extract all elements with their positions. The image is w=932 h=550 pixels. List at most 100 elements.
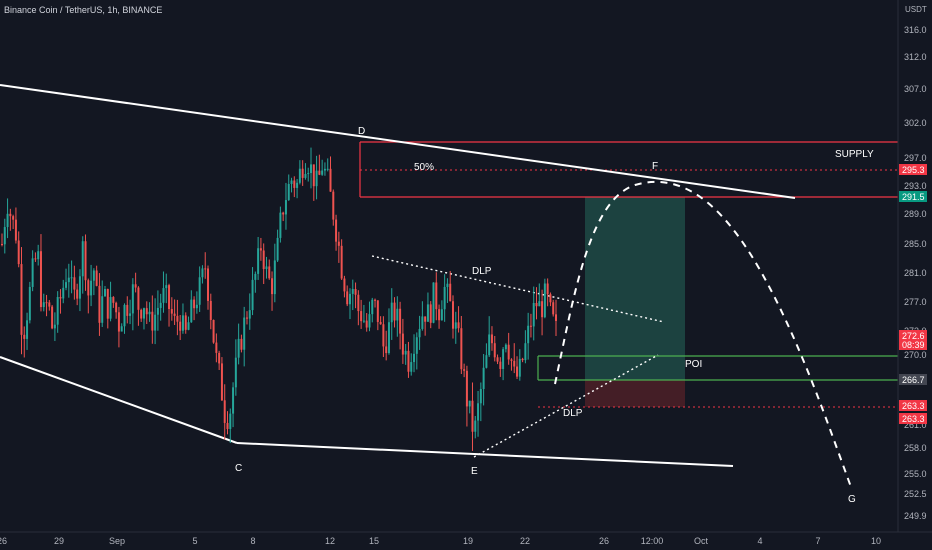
candle-body	[482, 367, 485, 390]
candle-body	[304, 173, 307, 178]
time-axis[interactable]: 26 29 Sep 5 8 12 15 19 22 26 12:00 Oct 4 7 10	[0, 531, 932, 546]
candle-body	[446, 283, 449, 287]
time-tick-label: 7	[815, 536, 820, 546]
time-tick-label: 5	[192, 536, 197, 546]
candle-body	[354, 288, 357, 295]
price-tick-label: 261.0	[904, 420, 927, 430]
candle-body	[123, 304, 126, 327]
candle-body	[42, 302, 45, 308]
time-tick-label: 26	[599, 536, 609, 546]
candle-body	[170, 309, 173, 314]
candle-body	[254, 273, 257, 280]
candle-body	[541, 301, 544, 318]
candlestick-series	[1, 147, 557, 451]
candle-body	[104, 289, 107, 297]
candle-body	[287, 183, 290, 201]
label-f: F	[652, 161, 658, 172]
candle-body	[521, 358, 524, 361]
candle-body	[187, 322, 190, 330]
candle-body	[410, 362, 413, 372]
wedge-bottom-line	[0, 356, 238, 444]
candle-body	[529, 325, 532, 327]
candle-body	[131, 284, 134, 314]
label-c: C	[235, 463, 242, 474]
wedge-base-line	[236, 442, 734, 467]
price-tag	[899, 191, 927, 202]
candle-body	[9, 213, 12, 217]
candle-body	[451, 301, 454, 329]
candle-body	[549, 294, 552, 303]
candle-body	[129, 313, 132, 316]
candle-body	[26, 320, 29, 339]
time-tick-label: 29	[54, 536, 64, 546]
candle-body	[215, 342, 218, 353]
candle-body	[34, 258, 37, 260]
time-tick-label: Sep	[109, 536, 125, 546]
candle-body	[496, 357, 499, 362]
candle-body	[346, 291, 349, 305]
candle-body	[440, 309, 443, 321]
label-poi: POI	[685, 359, 702, 370]
label-d: D	[358, 126, 365, 137]
candle-body	[271, 278, 274, 295]
candle-body	[351, 288, 354, 294]
candle-body	[204, 268, 207, 270]
candle-body	[70, 277, 73, 279]
candle-body	[298, 168, 301, 183]
candle-body	[95, 270, 98, 286]
stop-zone	[585, 380, 685, 407]
candle-body	[332, 191, 335, 220]
candle-body	[454, 322, 457, 329]
candle-body	[62, 287, 65, 299]
candle-body	[488, 334, 491, 356]
candle-body	[518, 358, 521, 377]
label-dlp-upper: DLP	[472, 266, 492, 277]
candle-body	[318, 170, 321, 175]
price-axis[interactable]: 316.0 312.0 307.0 302.0 297.0 293.0 289.0 285.0…	[897, 0, 927, 532]
price-tick-label: 289.0	[904, 209, 927, 219]
candle-body	[485, 355, 488, 368]
candle-body	[552, 302, 555, 315]
price-tick-label: 297.0	[904, 153, 927, 163]
candle-body	[527, 325, 530, 344]
symbol-title: Binance Coin / TetherUS, 1h, BINANCE	[4, 5, 163, 15]
candle-body	[379, 321, 382, 325]
candle-body	[312, 164, 315, 187]
time-tick-label: 12:00	[641, 536, 664, 546]
candle-body	[45, 302, 48, 304]
candle-body	[326, 168, 329, 170]
candle-body	[479, 389, 482, 404]
candle-body	[396, 308, 399, 321]
candle-body	[151, 311, 154, 331]
candle-body	[201, 268, 204, 278]
candle-body	[65, 282, 68, 288]
currency-label: USDT	[905, 5, 927, 14]
candle-body	[51, 306, 54, 329]
candle-body	[435, 282, 438, 310]
candle-body	[101, 296, 104, 323]
candle-body	[421, 316, 424, 329]
candle-body	[546, 283, 549, 295]
label-supply: SUPPLY	[835, 149, 874, 160]
candle-body	[279, 212, 282, 238]
price-tick-label: 307.0	[904, 84, 927, 94]
candle-body	[115, 302, 118, 313]
candle-body	[357, 294, 360, 312]
candle-body	[120, 326, 123, 332]
candle-body	[159, 302, 162, 308]
price-tick-label: 255.0	[904, 469, 927, 479]
label-fifty-pct: 50%	[414, 162, 434, 173]
candle-body	[337, 241, 340, 246]
candle-body	[53, 324, 56, 329]
candle-body	[310, 164, 313, 174]
candle-body	[81, 241, 84, 277]
candle-body	[460, 328, 463, 370]
price-tag	[899, 330, 927, 350]
candle-body	[543, 283, 546, 318]
candle-body	[329, 168, 332, 192]
candle-body	[424, 316, 427, 322]
candle-body	[443, 286, 446, 310]
price-tag-label: 272.6	[902, 331, 925, 341]
price-tick-label: 281.0	[904, 268, 927, 278]
